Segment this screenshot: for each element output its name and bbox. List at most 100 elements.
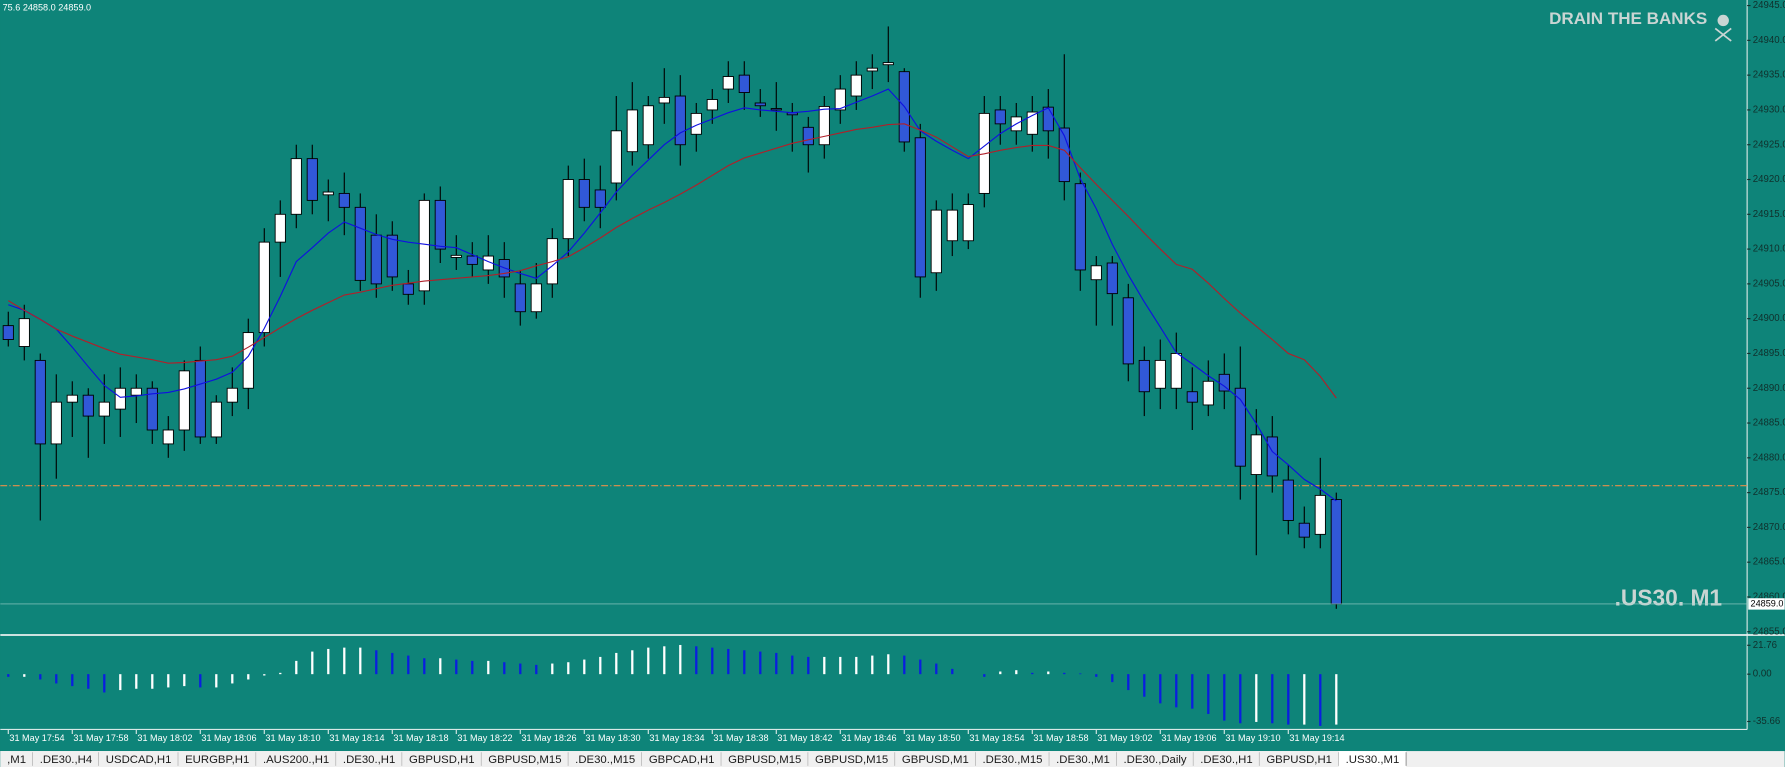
candle-body xyxy=(1266,436,1278,477)
x-tick-label: 31 May 18:38 xyxy=(713,733,768,743)
candle-body xyxy=(530,283,542,313)
tab[interactable] xyxy=(1338,751,1407,767)
y-tick-label: 24910.0 xyxy=(1753,244,1785,255)
y-tick-label: 24930.0 xyxy=(1753,104,1785,115)
y-tick-label: 24880.0 xyxy=(1753,452,1785,463)
candle-body xyxy=(482,255,494,271)
x-tick-label: 31 May 18:50 xyxy=(905,733,960,743)
tab-label[interactable]: GBPUSD,M15 xyxy=(728,754,801,766)
x-tick-label: 31 May 18:46 xyxy=(841,733,896,743)
candle-body xyxy=(722,76,734,90)
candle-body xyxy=(834,88,846,111)
indicator-line xyxy=(8,88,1337,502)
tab[interactable] xyxy=(568,751,643,767)
candle-body xyxy=(386,234,398,278)
tab[interactable] xyxy=(808,751,896,767)
candle-body xyxy=(850,74,862,97)
y-tick-label: 24875.0 xyxy=(1753,487,1785,498)
candle-body xyxy=(642,105,654,146)
tab[interactable] xyxy=(642,751,722,767)
candle-body xyxy=(1154,359,1166,389)
candle-body xyxy=(658,96,670,104)
tab[interactable] xyxy=(402,751,482,767)
candle-body xyxy=(226,387,238,403)
y-tick-label: 24860.0 xyxy=(1753,592,1785,603)
tab-label[interactable]: ,M1 xyxy=(7,754,26,766)
tab[interactable] xyxy=(1116,751,1194,767)
tab[interactable] xyxy=(895,751,976,767)
candle-body xyxy=(738,74,750,93)
x-tick-label: 31 May 17:58 xyxy=(73,733,128,743)
tab-label[interactable]: GBPUSD,H1 xyxy=(409,754,475,766)
y-tick-label: 24915.0 xyxy=(1753,209,1785,220)
last-price-tag xyxy=(1748,598,1785,610)
x-tick-label: 31 May 18:42 xyxy=(777,733,832,743)
candle-body xyxy=(1026,111,1038,135)
tab[interactable] xyxy=(178,751,257,767)
x-tick-label: 31 May 17:54 xyxy=(9,733,64,743)
candle-body xyxy=(306,158,318,201)
tab-label[interactable]: GBPCAD,H1 xyxy=(649,754,715,766)
y-tick-label: 24900.0 xyxy=(1753,313,1785,324)
candle-body xyxy=(1234,387,1246,467)
candle-body xyxy=(1074,183,1086,271)
y-tick-label: 24925.0 xyxy=(1753,139,1785,150)
tab[interactable] xyxy=(0,751,33,767)
y-tick-label: 24940.0 xyxy=(1753,35,1785,46)
tab-label[interactable]: .DE30.,H4 xyxy=(40,754,92,766)
candle-body xyxy=(1202,380,1214,406)
candle-body xyxy=(706,99,718,111)
last-price-label: 24859.0 xyxy=(1751,598,1784,608)
tab-label[interactable]: .DE30.,M15 xyxy=(983,754,1043,766)
candle-body xyxy=(98,401,110,417)
candle-body xyxy=(402,283,414,295)
tab-label[interactable]: .DE30.,H1 xyxy=(1200,754,1252,766)
tab-label[interactable]: .DE30.,M15 xyxy=(575,754,635,766)
candle-body xyxy=(210,401,222,438)
y-tick-label: 24855.0 xyxy=(1753,626,1785,637)
tab-label[interactable]: EURGBP,H1 xyxy=(185,754,249,766)
x-tick-label: 31 May 18:18 xyxy=(393,733,448,743)
y-tick-label: 24885.0 xyxy=(1753,418,1785,429)
skull-icon xyxy=(1714,14,1732,42)
tab-label[interactable]: GBPUSD,M15 xyxy=(815,754,888,766)
tab[interactable] xyxy=(1049,751,1117,767)
candle-body xyxy=(1250,434,1262,475)
candle-body xyxy=(1122,297,1134,365)
tab[interactable] xyxy=(721,751,809,767)
candle-body xyxy=(82,394,94,417)
candle-body xyxy=(930,209,942,274)
candle-body xyxy=(242,332,254,389)
tab[interactable] xyxy=(32,751,99,767)
tab-label[interactable]: GBPUSD,H1 xyxy=(1266,754,1332,766)
tab[interactable] xyxy=(98,751,179,767)
tab[interactable] xyxy=(256,751,337,767)
candle-body xyxy=(1330,499,1342,605)
tab-label[interactable]: GBPUSD,M1 xyxy=(902,754,969,766)
tab-label[interactable]: .DE30.,H1 xyxy=(343,754,395,766)
tab-label[interactable]: GBPUSD,M15 xyxy=(488,754,561,766)
x-tick-label: 31 May 18:14 xyxy=(329,733,384,743)
tab[interactable] xyxy=(481,751,569,767)
candle-body xyxy=(1138,359,1150,393)
candle-body xyxy=(914,137,926,278)
y-tick-label: 24890.0 xyxy=(1753,383,1785,394)
candle-body xyxy=(1170,353,1182,389)
candle-body xyxy=(322,191,334,196)
tab[interactable] xyxy=(975,751,1050,767)
tab-label[interactable]: .AUS200.,H1 xyxy=(263,754,329,766)
tab-label[interactable]: .DE30.,M1 xyxy=(1056,754,1110,766)
tab[interactable] xyxy=(1193,751,1260,767)
candle-body xyxy=(866,67,878,72)
tab-label[interactable]: .US30.,M1 xyxy=(1346,754,1400,766)
tab-label[interactable]: USDCAD,H1 xyxy=(106,754,172,766)
tab-label[interactable]: .DE30.,Daily xyxy=(1123,754,1186,766)
candle-body xyxy=(1058,127,1070,183)
tab[interactable] xyxy=(336,751,403,767)
tab[interactable] xyxy=(1259,751,1339,767)
x-tick-label: 31 May 18:58 xyxy=(1033,733,1088,743)
candle-body xyxy=(946,209,958,242)
candle-body xyxy=(1106,262,1118,295)
candle-body xyxy=(162,429,174,445)
